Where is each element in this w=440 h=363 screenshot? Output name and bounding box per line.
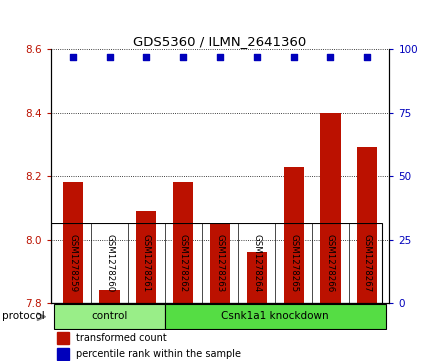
Title: GDS5360 / ILMN_2641360: GDS5360 / ILMN_2641360 [133,35,307,48]
Bar [165,305,386,329]
Text: GSM1278263: GSM1278263 [216,234,224,292]
Point [364,54,371,60]
Bar [320,113,341,303]
Point [180,54,187,60]
Text: Csnk1a1 knockdown: Csnk1a1 knockdown [221,311,329,321]
Text: GSM1278265: GSM1278265 [289,234,298,292]
Bar [62,183,83,303]
Bar [210,224,230,303]
Text: control: control [92,311,128,321]
Bar [173,183,193,303]
Text: GSM1278261: GSM1278261 [142,234,151,292]
Text: percentile rank within the sample: percentile rank within the sample [76,349,241,359]
Point [290,54,297,60]
Bar [357,147,378,303]
Bar [57,333,69,344]
Text: GSM1278264: GSM1278264 [252,234,261,292]
Bar [247,252,267,303]
Point [143,54,150,60]
Bar [99,290,120,303]
Text: protocol: protocol [2,311,45,321]
Bar [54,305,165,329]
Text: GSM1278260: GSM1278260 [105,234,114,292]
Bar [57,348,69,360]
Point [106,54,113,60]
Text: GSM1278259: GSM1278259 [68,234,77,292]
Text: transformed count: transformed count [76,333,167,343]
Bar [283,167,304,303]
Point [253,54,260,60]
Point [216,54,224,60]
Text: GSM1278262: GSM1278262 [179,234,188,292]
Text: GSM1278266: GSM1278266 [326,234,335,292]
Bar [136,211,157,303]
Point [69,54,76,60]
Point [327,54,334,60]
Text: GSM1278267: GSM1278267 [363,234,372,292]
